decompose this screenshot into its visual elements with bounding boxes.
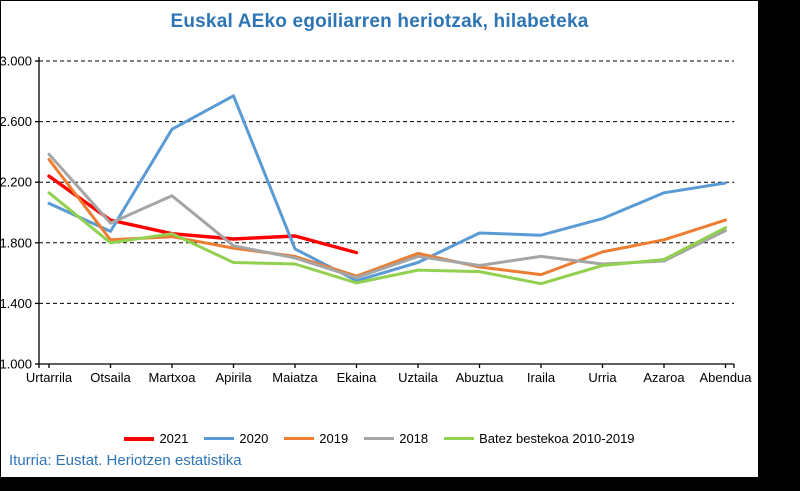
x-tick-label: Abuztua (456, 370, 504, 385)
y-tick-label: 3.000 (1, 54, 32, 69)
series-line-2019 (47, 158, 727, 278)
x-tick-label: Uztaila (398, 370, 439, 385)
x-tick-label: Urtarrila (26, 370, 73, 385)
x-tick-label: Otsaila (90, 370, 131, 385)
y-tick-label: 2.200 (1, 175, 32, 190)
x-tick-label: Ekaina (337, 370, 378, 385)
legend-swatch (444, 437, 475, 440)
legend-swatch (124, 436, 155, 441)
source-caption: Iturria: Eustat. Heriotzen estatistika (9, 452, 242, 469)
legend-item-2018: 2018 (364, 431, 428, 446)
series-line-batez-bestekoa-2010-2019 (47, 191, 727, 286)
x-tick-label: Maiatza (272, 370, 318, 385)
legend-item-2019: 2019 (284, 431, 348, 446)
y-tick-label: 1.400 (1, 296, 32, 311)
chart-title: Euskal AEko egoiliarren heriotzak, hilab… (170, 11, 589, 32)
legend-label: 2020 (239, 431, 269, 446)
series-line-2018 (47, 152, 727, 280)
chart-legend: 2021 2020 2019 2018 Batez bestekoa 2010-2019 (1, 431, 758, 446)
legend-label: 2018 (399, 431, 429, 446)
legend-item-2021: 2021 (124, 431, 188, 446)
x-tick-label: Iraila (527, 370, 556, 385)
legend-swatch (364, 437, 395, 440)
x-tick-label: Apirila (215, 370, 252, 385)
legend-swatch (284, 437, 315, 440)
legend-swatch (204, 437, 235, 440)
x-tick-label: Azaroa (643, 370, 685, 385)
legend-item-batez-bestekoa-2010-2019: Batez bestekoa 2010-2019 (444, 431, 635, 446)
x-tick-label: Urria (588, 370, 617, 385)
legend-label: 2021 (159, 431, 189, 446)
legend-item-2020: 2020 (204, 431, 268, 446)
y-tick-label: 2.600 (1, 114, 32, 129)
legend-label: Batez bestekoa 2010-2019 (479, 431, 635, 446)
y-tick-label: 1.000 (1, 357, 32, 372)
x-tick-label: Abendua (699, 370, 752, 385)
series-line-2020 (47, 94, 727, 283)
chart-card: Euskal AEko egoiliarren heriotzak, hilab… (0, 0, 759, 478)
x-tick-label: Martxoa (149, 370, 197, 385)
legend-label: 2019 (319, 431, 349, 446)
y-tick-label: 1.800 (1, 235, 32, 250)
